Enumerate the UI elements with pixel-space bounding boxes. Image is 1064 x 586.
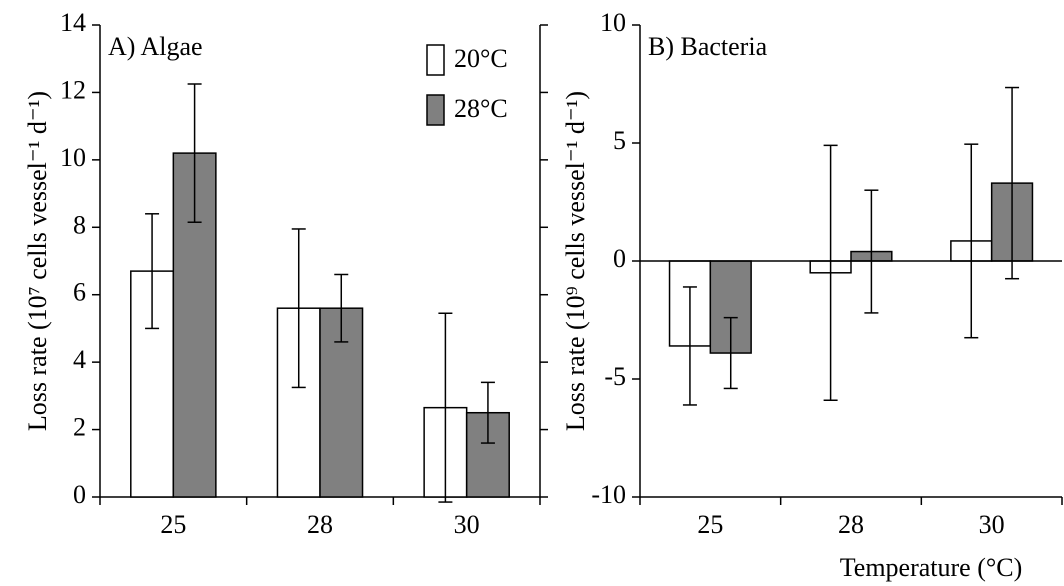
y-tick-label: 5	[613, 126, 626, 155]
x-tick-label: 28	[838, 510, 864, 539]
error-bar	[1005, 86, 1020, 280]
y-tick-label: 2	[73, 413, 86, 442]
error-bar	[187, 83, 202, 223]
y-axis-label: Loss rate (10⁹ cells vessel⁻¹ d⁻¹)	[561, 91, 590, 431]
error-bar	[291, 228, 306, 389]
x-tick-label: 28	[307, 510, 333, 539]
y-tick-label: 0	[613, 244, 626, 273]
x-tick-label: 25	[160, 510, 186, 539]
error-bar	[964, 143, 979, 339]
error-bar	[823, 144, 838, 401]
error-bar	[334, 273, 349, 343]
y-tick-label: 6	[73, 278, 86, 307]
legend-label: 20°C	[454, 44, 508, 73]
x-tick-label: 30	[454, 510, 480, 539]
y-axis-label: Loss rate (10⁷ cells vessel⁻¹ d⁻¹)	[23, 91, 52, 431]
y-tick-label: 14	[60, 8, 86, 37]
y-tick-label: 10	[600, 8, 626, 37]
error-bar	[480, 381, 495, 444]
y-tick-label: 8	[73, 210, 86, 239]
error-bar	[723, 316, 738, 390]
y-tick-label: 12	[60, 75, 86, 104]
legend-swatch	[426, 94, 445, 126]
legend-label: 28°C	[454, 94, 508, 123]
y-tick-label: -5	[604, 362, 626, 391]
y-tick-label: 0	[73, 480, 86, 509]
panel-title: B) Bacteria	[648, 32, 768, 61]
x-tick-label: 30	[979, 510, 1005, 539]
error-bar	[864, 189, 879, 314]
x-tick-label: 25	[697, 510, 723, 539]
error-bar	[438, 312, 453, 503]
panel-title: A) Algae	[108, 32, 203, 61]
legend-swatch	[426, 44, 445, 76]
y-tick-label: -10	[591, 480, 626, 509]
x-axis-label: Temperature (°C)	[840, 553, 1023, 582]
error-bar	[145, 213, 160, 330]
y-tick-label: 10	[60, 143, 86, 172]
error-bar	[682, 286, 697, 406]
y-tick-label: 4	[73, 345, 86, 374]
